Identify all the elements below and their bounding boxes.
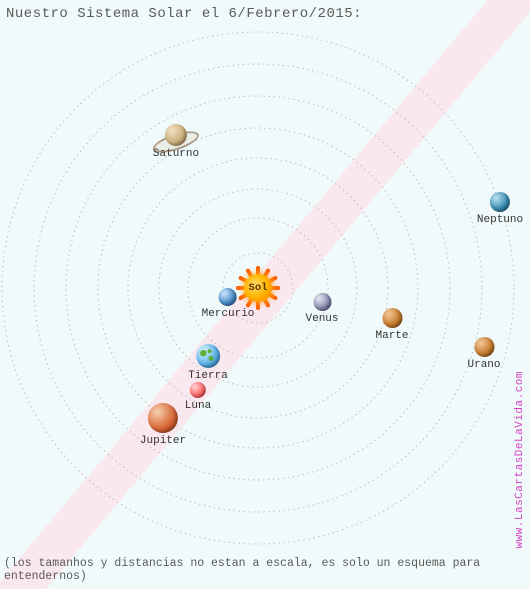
sun: Sol — [236, 266, 280, 310]
solar-system-stage: Nuestro Sistema Solar el 6/Febrero/2015:… — [0, 0, 530, 589]
footnote-text: (los tamanhos y distancias no estan a es… — [4, 557, 530, 583]
credit-text: www.LasCartasDeLaVida.com — [514, 371, 526, 549]
sun-label: Sol — [249, 282, 268, 294]
